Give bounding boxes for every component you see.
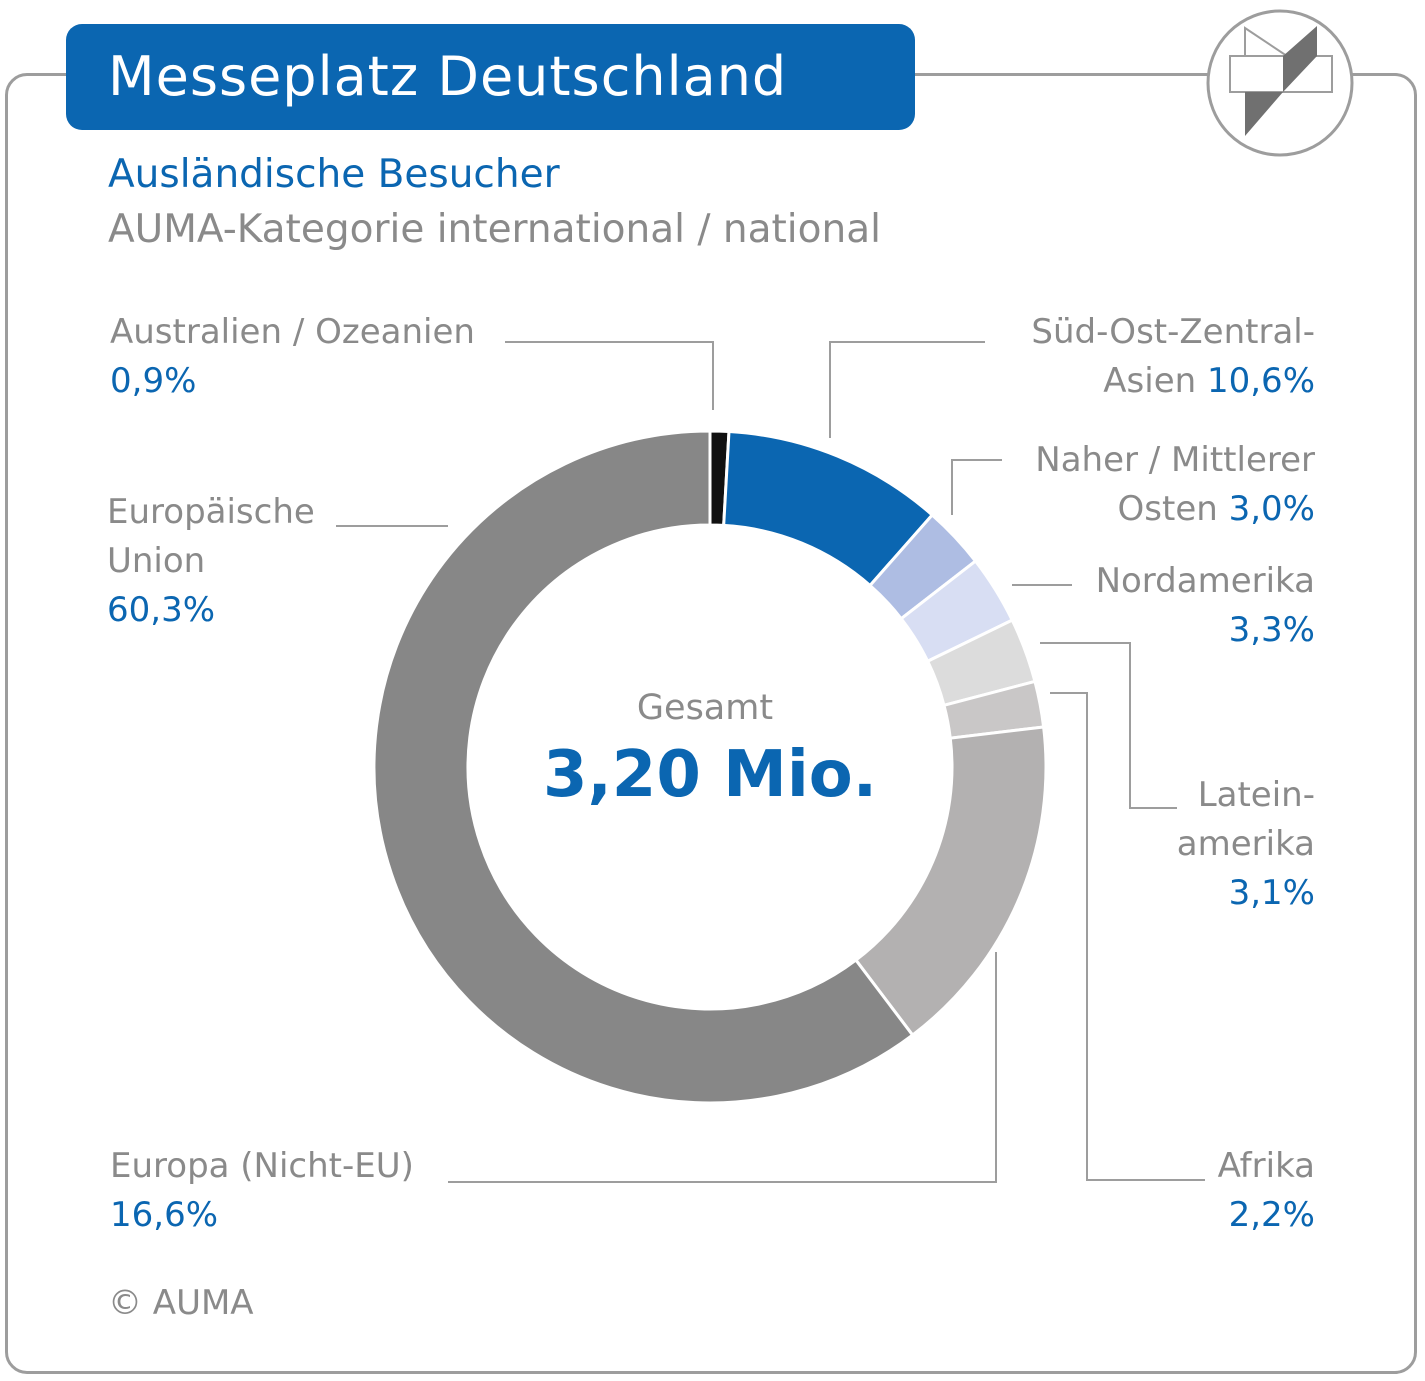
label-sued-ost-zentral-asien: Süd-Ost-Zentral- Asien 10,6% — [1031, 312, 1315, 401]
leader-line-naher-mittlerer-osten — [951, 459, 1002, 515]
total-value: 3,20 Mio. — [542, 738, 878, 812]
label-australien-ozeanien: Australien / Ozeanien 0,9% — [110, 312, 475, 401]
label-europaeische-union: Europäische Union 60,3% — [107, 492, 315, 630]
label-europa-nicht-eu: Europa (Nicht-EU) 16,6% — [110, 1146, 414, 1235]
leader-line-europa-nicht-eu — [448, 952, 997, 1183]
leader-line-australien-ozeanien — [505, 341, 714, 410]
label-naher-mittlerer-osten: Naher / Mittlerer Osten 3,0% — [1035, 440, 1315, 529]
label-afrika: Afrika 2,2% — [1217, 1146, 1315, 1235]
copyright: © AUMA — [108, 1283, 254, 1323]
chart-subtitle: Ausländische Besucher — [108, 152, 560, 197]
leader-line-sued-ost-zentral-asien — [829, 341, 985, 438]
page-title: Messeplatz Deutschland 2019 — [66, 24, 915, 214]
leader-line-afrika — [1050, 692, 1205, 1181]
auma-logo-icon — [1206, 9, 1354, 157]
total-label: Gesamt — [636, 688, 774, 728]
chart-subtitle-category: AUMA-Kategorie international / national — [108, 207, 881, 252]
leader-line-lateinamerika — [1040, 642, 1177, 809]
label-nordamerika: Nordamerika 3,3% — [1095, 561, 1315, 650]
label-lateinamerika: Latein- amerika 3,1% — [1176, 775, 1315, 913]
slice-europaeische-union — [372, 429, 915, 1105]
